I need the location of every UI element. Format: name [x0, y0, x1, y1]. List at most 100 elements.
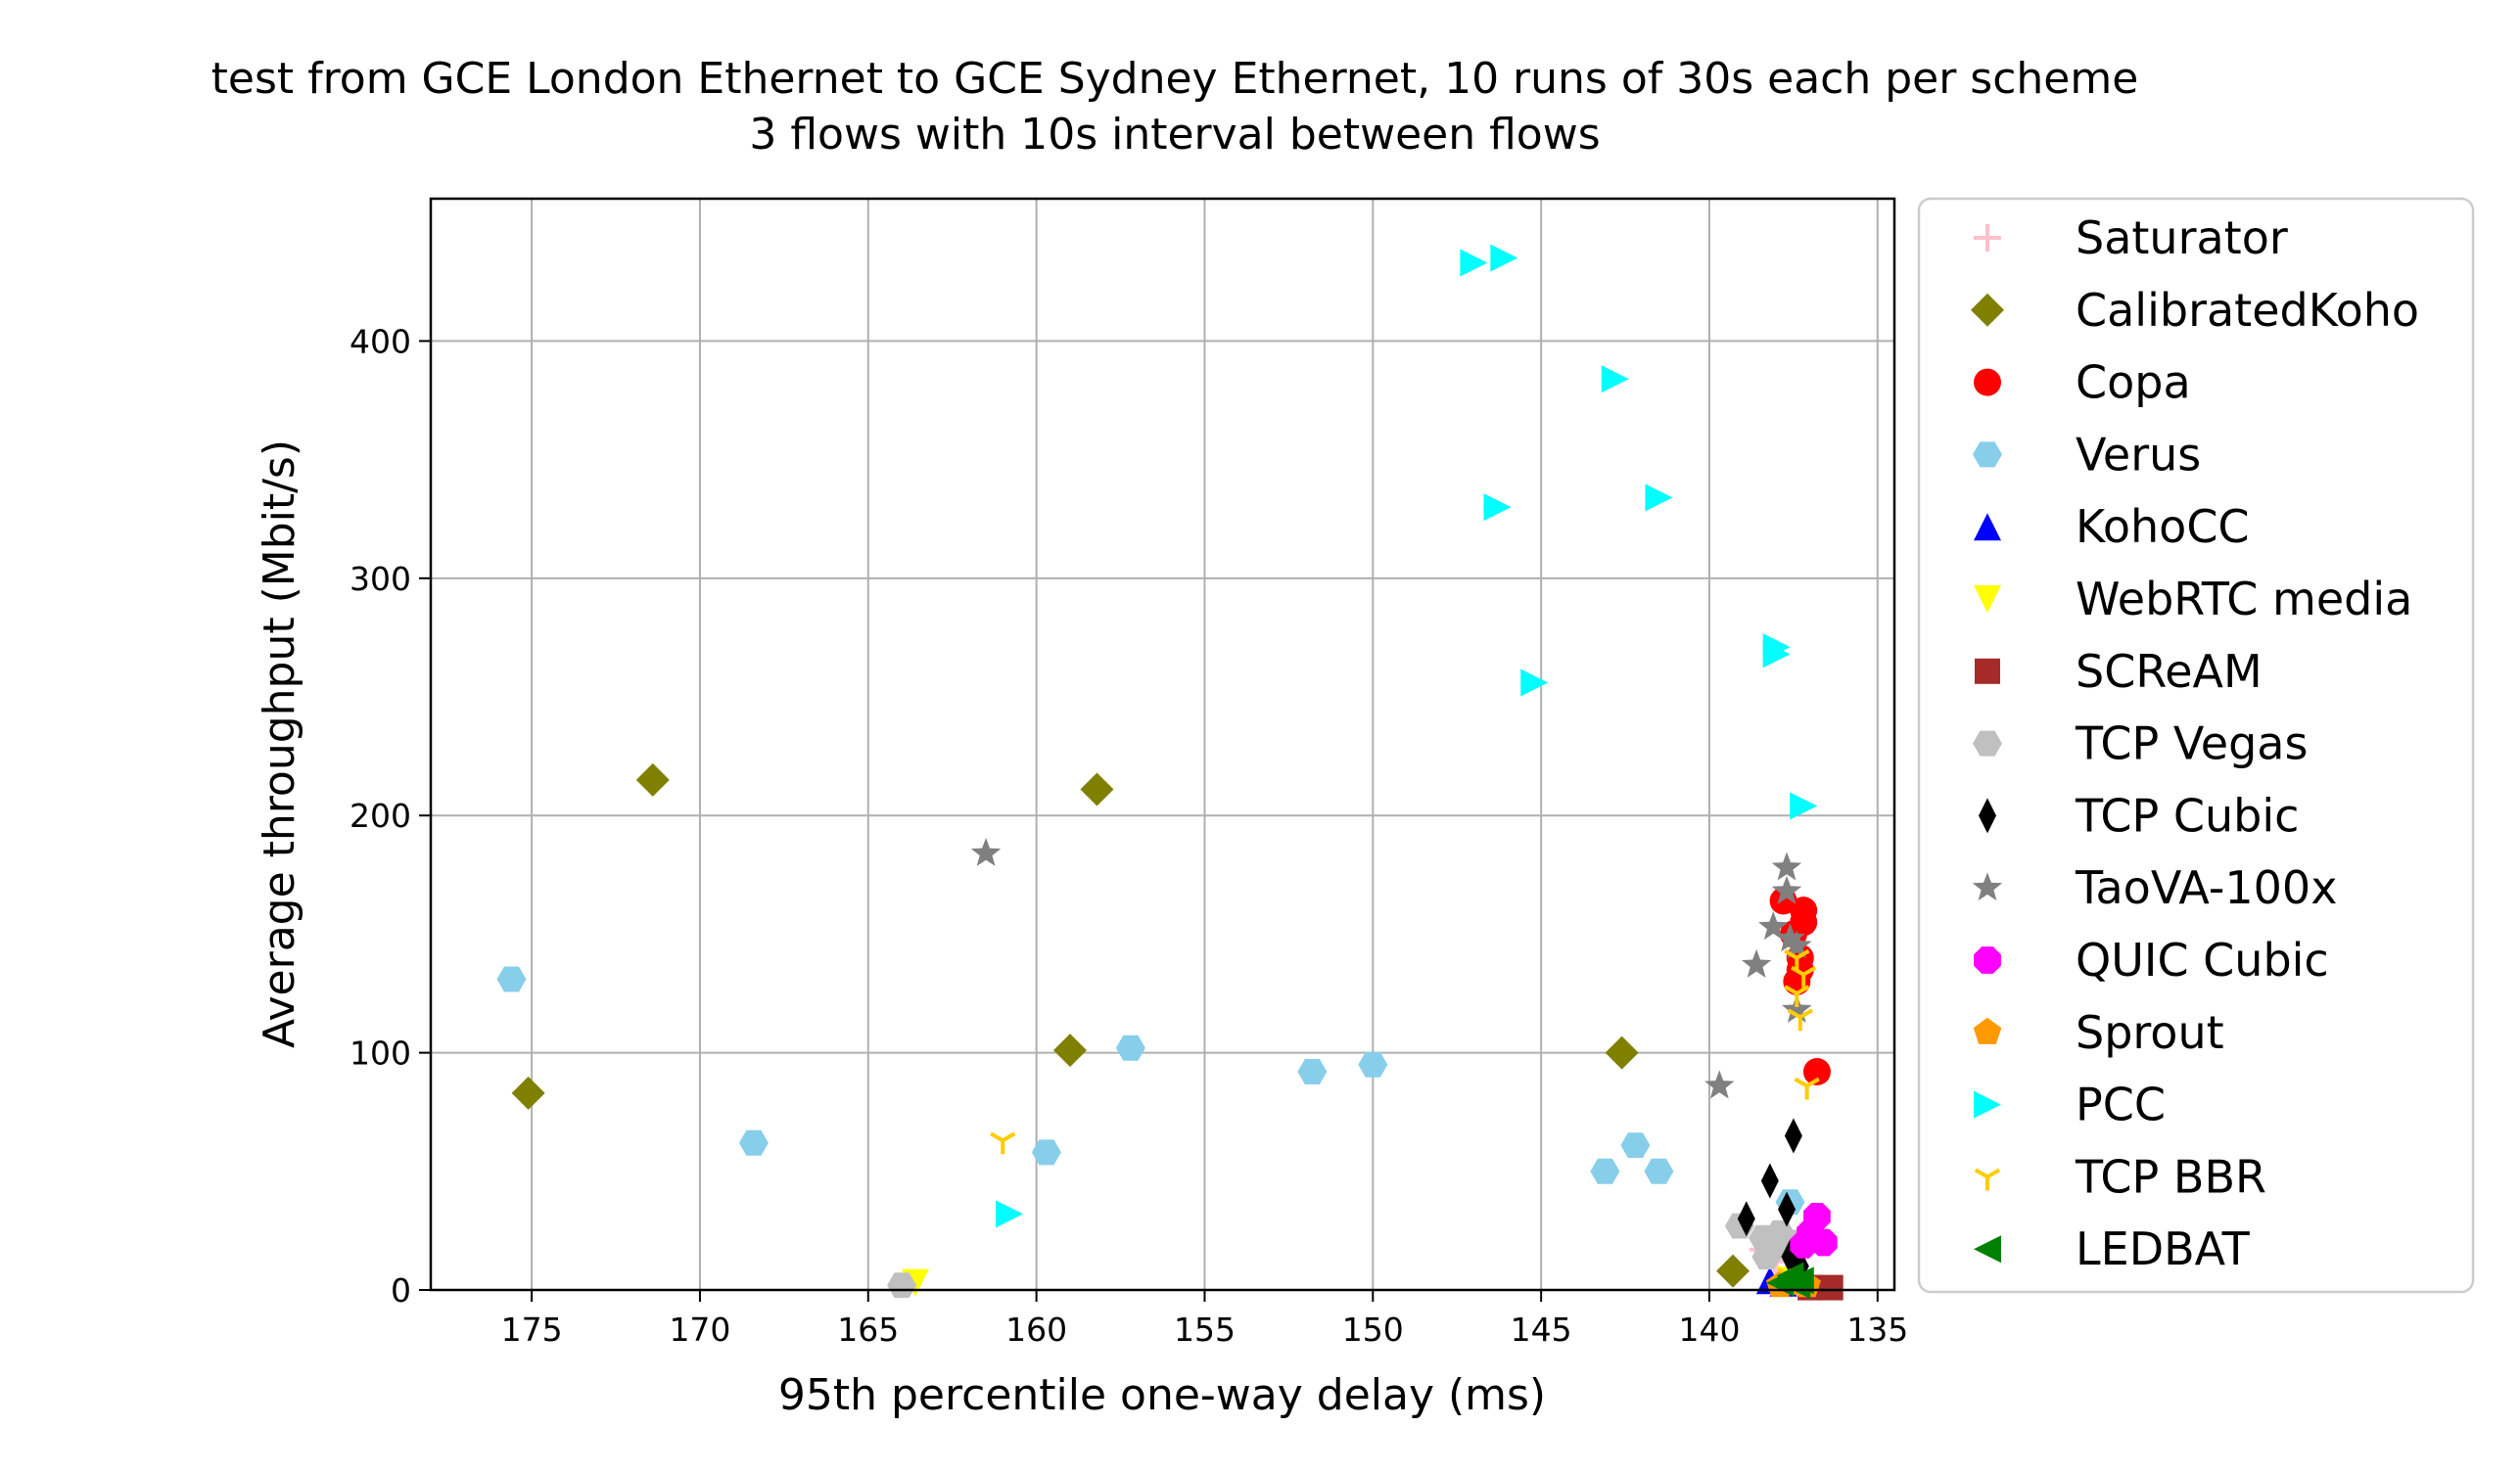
legend-entry-verus: Verus [1973, 428, 2201, 481]
data-point-tcp-cubic [1760, 1163, 1779, 1199]
data-point-calibratedkoho [1080, 772, 1114, 806]
data-point-taova-100x [970, 838, 1002, 866]
data-point-calibratedkoho [1052, 1034, 1087, 1068]
data-points [496, 244, 1843, 1301]
series-verus [496, 966, 1805, 1216]
legend-marker-taova-100x [1972, 872, 2003, 901]
x-tick-label: 150 [1342, 1311, 1404, 1349]
data-point-tcp-bbr [990, 1131, 1016, 1155]
data-point-verus [496, 966, 527, 992]
y-tick-label: 100 [350, 1035, 411, 1073]
plot-frame [429, 197, 1896, 1292]
legend-entry-webrtc-media: WebRTC media [1974, 573, 2412, 625]
legend-entry-tcp-bbr: TCP BBR [1974, 1150, 2266, 1203]
x-tick-label: 145 [1511, 1311, 1572, 1349]
data-point-taova-100x [1771, 852, 1802, 881]
legend-entry-calibratedkoho: CalibratedKoho [1971, 284, 2419, 337]
data-point-verus [1031, 1139, 1061, 1166]
axis-ticks: 175 170 165 160 155 150 145 140 135 0 100 200 300 400 [350, 322, 1908, 1349]
x-tick-label: 160 [1005, 1311, 1067, 1349]
legend-entry-sprout: Sprout [1973, 1006, 2224, 1059]
data-point-pcc [1601, 365, 1629, 393]
data-point-pcc [1483, 493, 1512, 522]
legend-entry-copa: Copa [1974, 356, 2191, 409]
chart-subtitle: 3 flows with 10s interval between flows [749, 110, 1600, 160]
legend-entry-kohocc: KohoCC [1974, 500, 2250, 553]
x-axis-label: 95th percentile one-way delay (ms) [778, 1370, 1546, 1420]
x-tick-label: 155 [1174, 1311, 1236, 1349]
x-tick-label: 140 [1678, 1311, 1740, 1349]
legend-label-tcp-bbr: TCP BBR [2075, 1150, 2266, 1203]
legend-label-kohocc: KohoCC [2076, 500, 2250, 553]
legend-label-pcc: PCC [2076, 1079, 2166, 1131]
legend-label-quic-cubic: QUIC Cubic [2076, 934, 2329, 987]
data-point-tcp-cubic [1737, 1201, 1755, 1237]
legend-marker-verus [1973, 441, 2002, 468]
y-tick-label: 400 [350, 322, 411, 360]
legend-marker-saturator [1974, 224, 2001, 252]
legend-marker-scream [1975, 658, 2000, 684]
data-point-tcp-cubic [1784, 1118, 1802, 1154]
legend-label-ledbat: LEDBAT [2076, 1222, 2251, 1275]
legend-entry-saturator: Saturator [1974, 211, 2288, 264]
legend-marker-calibratedkoho [1971, 293, 2004, 327]
data-point-calibratedkoho [635, 762, 670, 797]
data-point-calibratedkoho [511, 1076, 545, 1110]
data-point-verus [1358, 1051, 1388, 1078]
legend-label-taova-100x: TaoVA-100x [2075, 861, 2337, 914]
legend-marker-kohocc [1974, 513, 2001, 541]
legend-marker-tcp-cubic [1979, 798, 1996, 834]
data-point-pcc [1645, 483, 1673, 512]
data-point-pcc [1762, 640, 1791, 668]
data-point-calibratedkoho [1605, 1036, 1639, 1070]
x-tick-label: 175 [501, 1311, 563, 1349]
data-point-quic-cubic [1799, 1223, 1828, 1252]
data-point-tcp-bbr [1794, 1077, 1820, 1100]
legend-entry-tcp-cubic: TCP Cubic [1979, 789, 2299, 842]
series-tcp-bbr [990, 948, 1820, 1290]
y-tick-label: 0 [391, 1271, 411, 1310]
legend-label-saturator: Saturator [2076, 211, 2288, 264]
legend-entry-ledbat: LEDBAT [1974, 1222, 2251, 1275]
data-point-tcp-bbr [1784, 985, 1810, 1008]
legend-label-scream: SCReAM [2076, 645, 2263, 698]
data-point-taova-100x [1741, 948, 1772, 978]
legend-marker-tcp-vegas [1973, 730, 2002, 757]
legend-entry-quic-cubic: QUIC Cubic [1974, 934, 2329, 987]
y-axis-label: Average throughput (Mbit/s) [255, 439, 304, 1048]
data-point-tcp-vegas [887, 1272, 917, 1299]
legend-label-verus: Verus [2076, 428, 2201, 481]
data-point-taova-100x [1704, 1070, 1735, 1099]
data-point-pcc [1460, 249, 1488, 277]
legend-label-tcp-cubic: TCP Cubic [2075, 789, 2299, 842]
data-point-verus [1644, 1158, 1674, 1184]
legend-marker-ledbat [1974, 1235, 2001, 1264]
data-point-taova-100x [1782, 930, 1812, 959]
chart-title: test from GCE London Ethernet to GCE Syd… [211, 54, 2139, 104]
data-point-pcc [996, 1200, 1024, 1228]
data-point-ledbat [1783, 1271, 1811, 1300]
series-calibratedkoho [511, 762, 1750, 1288]
legend-marker-quic-cubic [1974, 946, 2001, 974]
legend-entry-tcp-vegas: TCP Vegas [1973, 717, 2308, 770]
data-point-taova-100x [1758, 911, 1789, 941]
data-point-tcp-bbr [1787, 1008, 1813, 1032]
x-tick-label: 170 [669, 1311, 730, 1349]
legend-box [1917, 197, 2475, 1294]
series-copa [1769, 887, 1831, 1085]
legend-label-copa: Copa [2076, 356, 2191, 409]
data-point-verus [1620, 1132, 1651, 1159]
legend: Saturator CalibratedKoho Copa Verus KohoCC We… [1917, 197, 2475, 1294]
data-point-calibratedkoho [1716, 1254, 1750, 1288]
series-pcc [996, 244, 1818, 1228]
data-point-verus [1590, 1158, 1620, 1184]
x-tick-label: 165 [837, 1311, 899, 1349]
legend-label-webrtc-media: WebRTC media [2076, 573, 2412, 625]
series-taova-100x [970, 838, 1812, 1099]
data-point-verus [1115, 1035, 1145, 1061]
y-tick-label: 300 [350, 560, 411, 598]
legend-label-tcp-vegas: TCP Vegas [2075, 717, 2308, 770]
legend-entry-pcc: PCC [1974, 1079, 2166, 1131]
legend-entry-scream: SCReAM [1975, 645, 2263, 698]
x-tick-label: 135 [1846, 1311, 1908, 1349]
